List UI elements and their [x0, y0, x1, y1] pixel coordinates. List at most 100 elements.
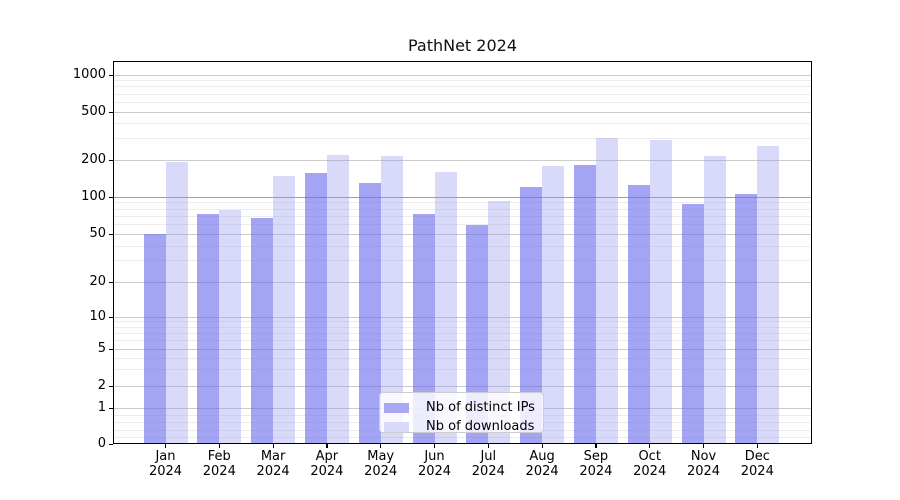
y-tick-mark [109, 408, 113, 410]
major-gridline [113, 281, 812, 283]
x-tick-label-dec: Dec 2024 [729, 449, 785, 479]
x-tick-month: Dec [744, 449, 770, 464]
minor-gridline [113, 245, 812, 247]
x-tick-mark [326, 444, 328, 448]
bar-distinct-ips-sep [573, 165, 596, 444]
y-tick-mark [109, 234, 113, 236]
bar-distinct-ips-may [358, 183, 381, 444]
minor-gridline [113, 123, 812, 125]
minor-gridline [113, 208, 812, 210]
major-gridline [113, 159, 812, 161]
bar-downloads-jun [434, 172, 457, 444]
bar-distinct-ips-nov [681, 204, 704, 444]
y-tick-label-50: 50 [89, 226, 106, 241]
bar-downloads-jul [488, 201, 511, 444]
minor-gridline [113, 101, 812, 103]
x-tick-month: Nov [690, 449, 717, 464]
minor-gridline [113, 260, 812, 262]
x-tick-month: Oct [638, 449, 661, 464]
bar-distinct-ips-jun [412, 213, 435, 444]
minor-gridline [113, 80, 812, 82]
y-tick-label-1000: 1000 [72, 66, 106, 82]
x-tick-mark [756, 444, 758, 448]
x-tick-year: 2024 [686, 463, 721, 479]
x-tick-year: 2024 [202, 463, 236, 479]
y-tick-mark [109, 74, 113, 76]
x-tick-month: Jan [155, 449, 176, 464]
y-tick-mark [109, 385, 113, 387]
x-tick-year: 2024 [256, 463, 290, 479]
minor-gridline [113, 326, 812, 328]
bar-distinct-ips-mar [251, 218, 274, 444]
bar-downloads-apr [326, 154, 349, 444]
x-tick-label-may: May 2024 [353, 449, 409, 479]
chart-title: PathNet 2024 [407, 36, 518, 55]
legend-label-downloads: Nb of downloads [426, 419, 535, 434]
x-tick-month: Feb [207, 449, 231, 464]
x-tick-year: 2024 [310, 463, 344, 479]
hundred-gridline [113, 196, 812, 198]
x-tick-mark [380, 444, 382, 448]
plot-area: Nb of distinct IPs Nb of downloads [113, 61, 812, 444]
x-tick-mark [703, 444, 705, 448]
y-tick-label-500: 500 [81, 103, 106, 119]
bar-downloads-feb [219, 210, 242, 444]
minor-gridline [113, 369, 812, 371]
minor-gridline [113, 202, 812, 204]
x-tick-label-jul: Jul 2024 [460, 449, 516, 479]
y-tick-mark [109, 281, 113, 283]
minor-gridline [113, 333, 812, 335]
major-gridline [113, 316, 812, 318]
major-gridline [113, 385, 812, 387]
x-tick-year: 2024 [417, 463, 452, 479]
bar-downloads-sep [595, 138, 618, 444]
y-tick-mark [109, 111, 113, 113]
distinct-ips-swatch-icon [384, 402, 409, 413]
minor-gridline [113, 340, 812, 342]
bar-downloads-aug [542, 165, 565, 444]
legend-item-distinct-ips: Nb of distinct IPs [384, 398, 543, 417]
y-tick-mark [109, 444, 113, 446]
minor-gridline [113, 321, 812, 323]
x-tick-year: 2024 [148, 463, 183, 479]
x-tick-year: 2024 [364, 463, 398, 479]
x-tick-year: 2024 [633, 463, 667, 479]
y-tick-mark [109, 316, 113, 318]
x-tick-mark [487, 444, 489, 448]
downloads-swatch-icon [384, 421, 409, 432]
y-tick-label-20: 20 [89, 273, 106, 289]
bar-distinct-ips-jul [466, 225, 489, 444]
x-tick-label-aug: Aug 2024 [514, 449, 570, 479]
y-tick-label-10: 10 [89, 308, 106, 324]
minor-gridline [113, 215, 812, 217]
y-tick-label-5: 5 [97, 341, 106, 356]
x-tick-mark [272, 444, 274, 448]
x-tick-year: 2024 [740, 463, 774, 479]
x-tick-month: Sep [583, 449, 609, 464]
legend-label-distinct-ips: Nb of distinct IPs [426, 400, 535, 415]
bar-downloads-jan [165, 162, 188, 444]
x-tick-month: Aug [529, 449, 555, 464]
bar-downloads-dec [757, 146, 780, 444]
x-tick-mark [434, 444, 436, 448]
bar-downloads-may [380, 156, 403, 444]
legend: Nb of distinct IPs Nb of downloads [379, 392, 544, 434]
x-tick-label-oct: Oct 2024 [622, 449, 678, 479]
x-tick-month: Jun [424, 449, 445, 464]
bar-distinct-ips-oct [627, 184, 650, 444]
x-tick-month: May [367, 449, 395, 464]
x-tick-year: 2024 [525, 463, 559, 479]
y-tick-label-2: 2 [97, 377, 106, 393]
x-tick-mark [165, 444, 167, 448]
x-tick-label-apr: Apr 2024 [299, 449, 355, 479]
x-tick-mark [595, 444, 597, 448]
x-tick-month: Jul [480, 449, 497, 464]
minor-gridline [113, 93, 812, 95]
bar-downloads-oct [649, 140, 672, 444]
x-tick-label-mar: Mar 2024 [245, 449, 301, 479]
y-tick-label-200: 200 [81, 151, 106, 167]
y-tick-mark [109, 159, 113, 161]
y-tick-label-100: 100 [81, 188, 106, 204]
bar-distinct-ips-aug [520, 186, 543, 444]
